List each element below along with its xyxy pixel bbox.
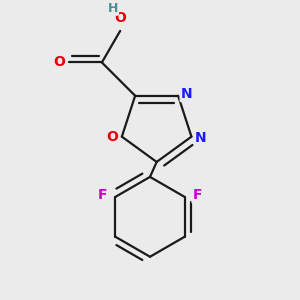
Text: O: O <box>106 130 119 144</box>
Text: N: N <box>181 87 192 101</box>
Text: O: O <box>53 56 65 70</box>
Text: F: F <box>98 188 107 202</box>
Text: O: O <box>114 11 126 25</box>
Text: F: F <box>193 188 202 202</box>
Text: N: N <box>195 131 207 145</box>
Text: H: H <box>108 2 118 15</box>
